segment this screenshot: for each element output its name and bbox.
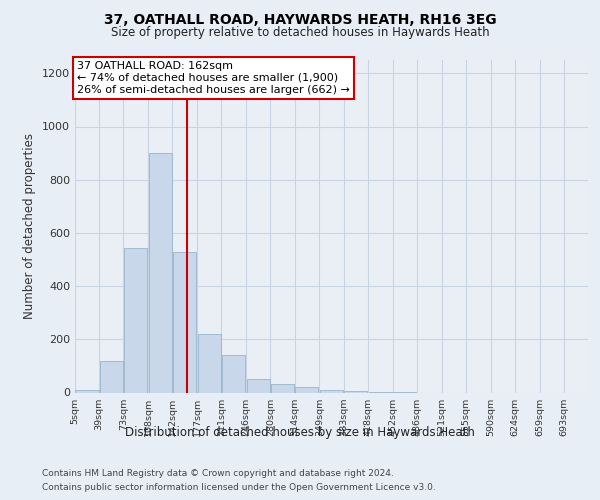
Bar: [76, 390, 99, 392]
Text: Contains HM Land Registry data © Crown copyright and database right 2024.: Contains HM Land Registry data © Crown c…: [42, 469, 394, 478]
Y-axis label: Number of detached properties: Number of detached properties: [23, 133, 37, 320]
Bar: [100, 360, 123, 392]
Bar: [320, 390, 343, 392]
Bar: [344, 391, 367, 392]
Text: Size of property relative to detached houses in Haywards Heath: Size of property relative to detached ho…: [110, 26, 490, 39]
Bar: [173, 252, 196, 392]
Bar: [124, 248, 147, 392]
Bar: [222, 356, 245, 393]
Bar: [149, 153, 172, 392]
Bar: [247, 378, 270, 392]
Bar: [295, 387, 319, 392]
Bar: [271, 384, 294, 392]
Text: 37 OATHALL ROAD: 162sqm
← 74% of detached houses are smaller (1,900)
26% of semi: 37 OATHALL ROAD: 162sqm ← 74% of detache…: [77, 62, 350, 94]
Text: 37, OATHALL ROAD, HAYWARDS HEATH, RH16 3EG: 37, OATHALL ROAD, HAYWARDS HEATH, RH16 3…: [104, 12, 496, 26]
Text: Distribution of detached houses by size in Haywards Heath: Distribution of detached houses by size …: [125, 426, 475, 439]
Bar: [197, 334, 221, 392]
Text: Contains public sector information licensed under the Open Government Licence v3: Contains public sector information licen…: [42, 484, 436, 492]
